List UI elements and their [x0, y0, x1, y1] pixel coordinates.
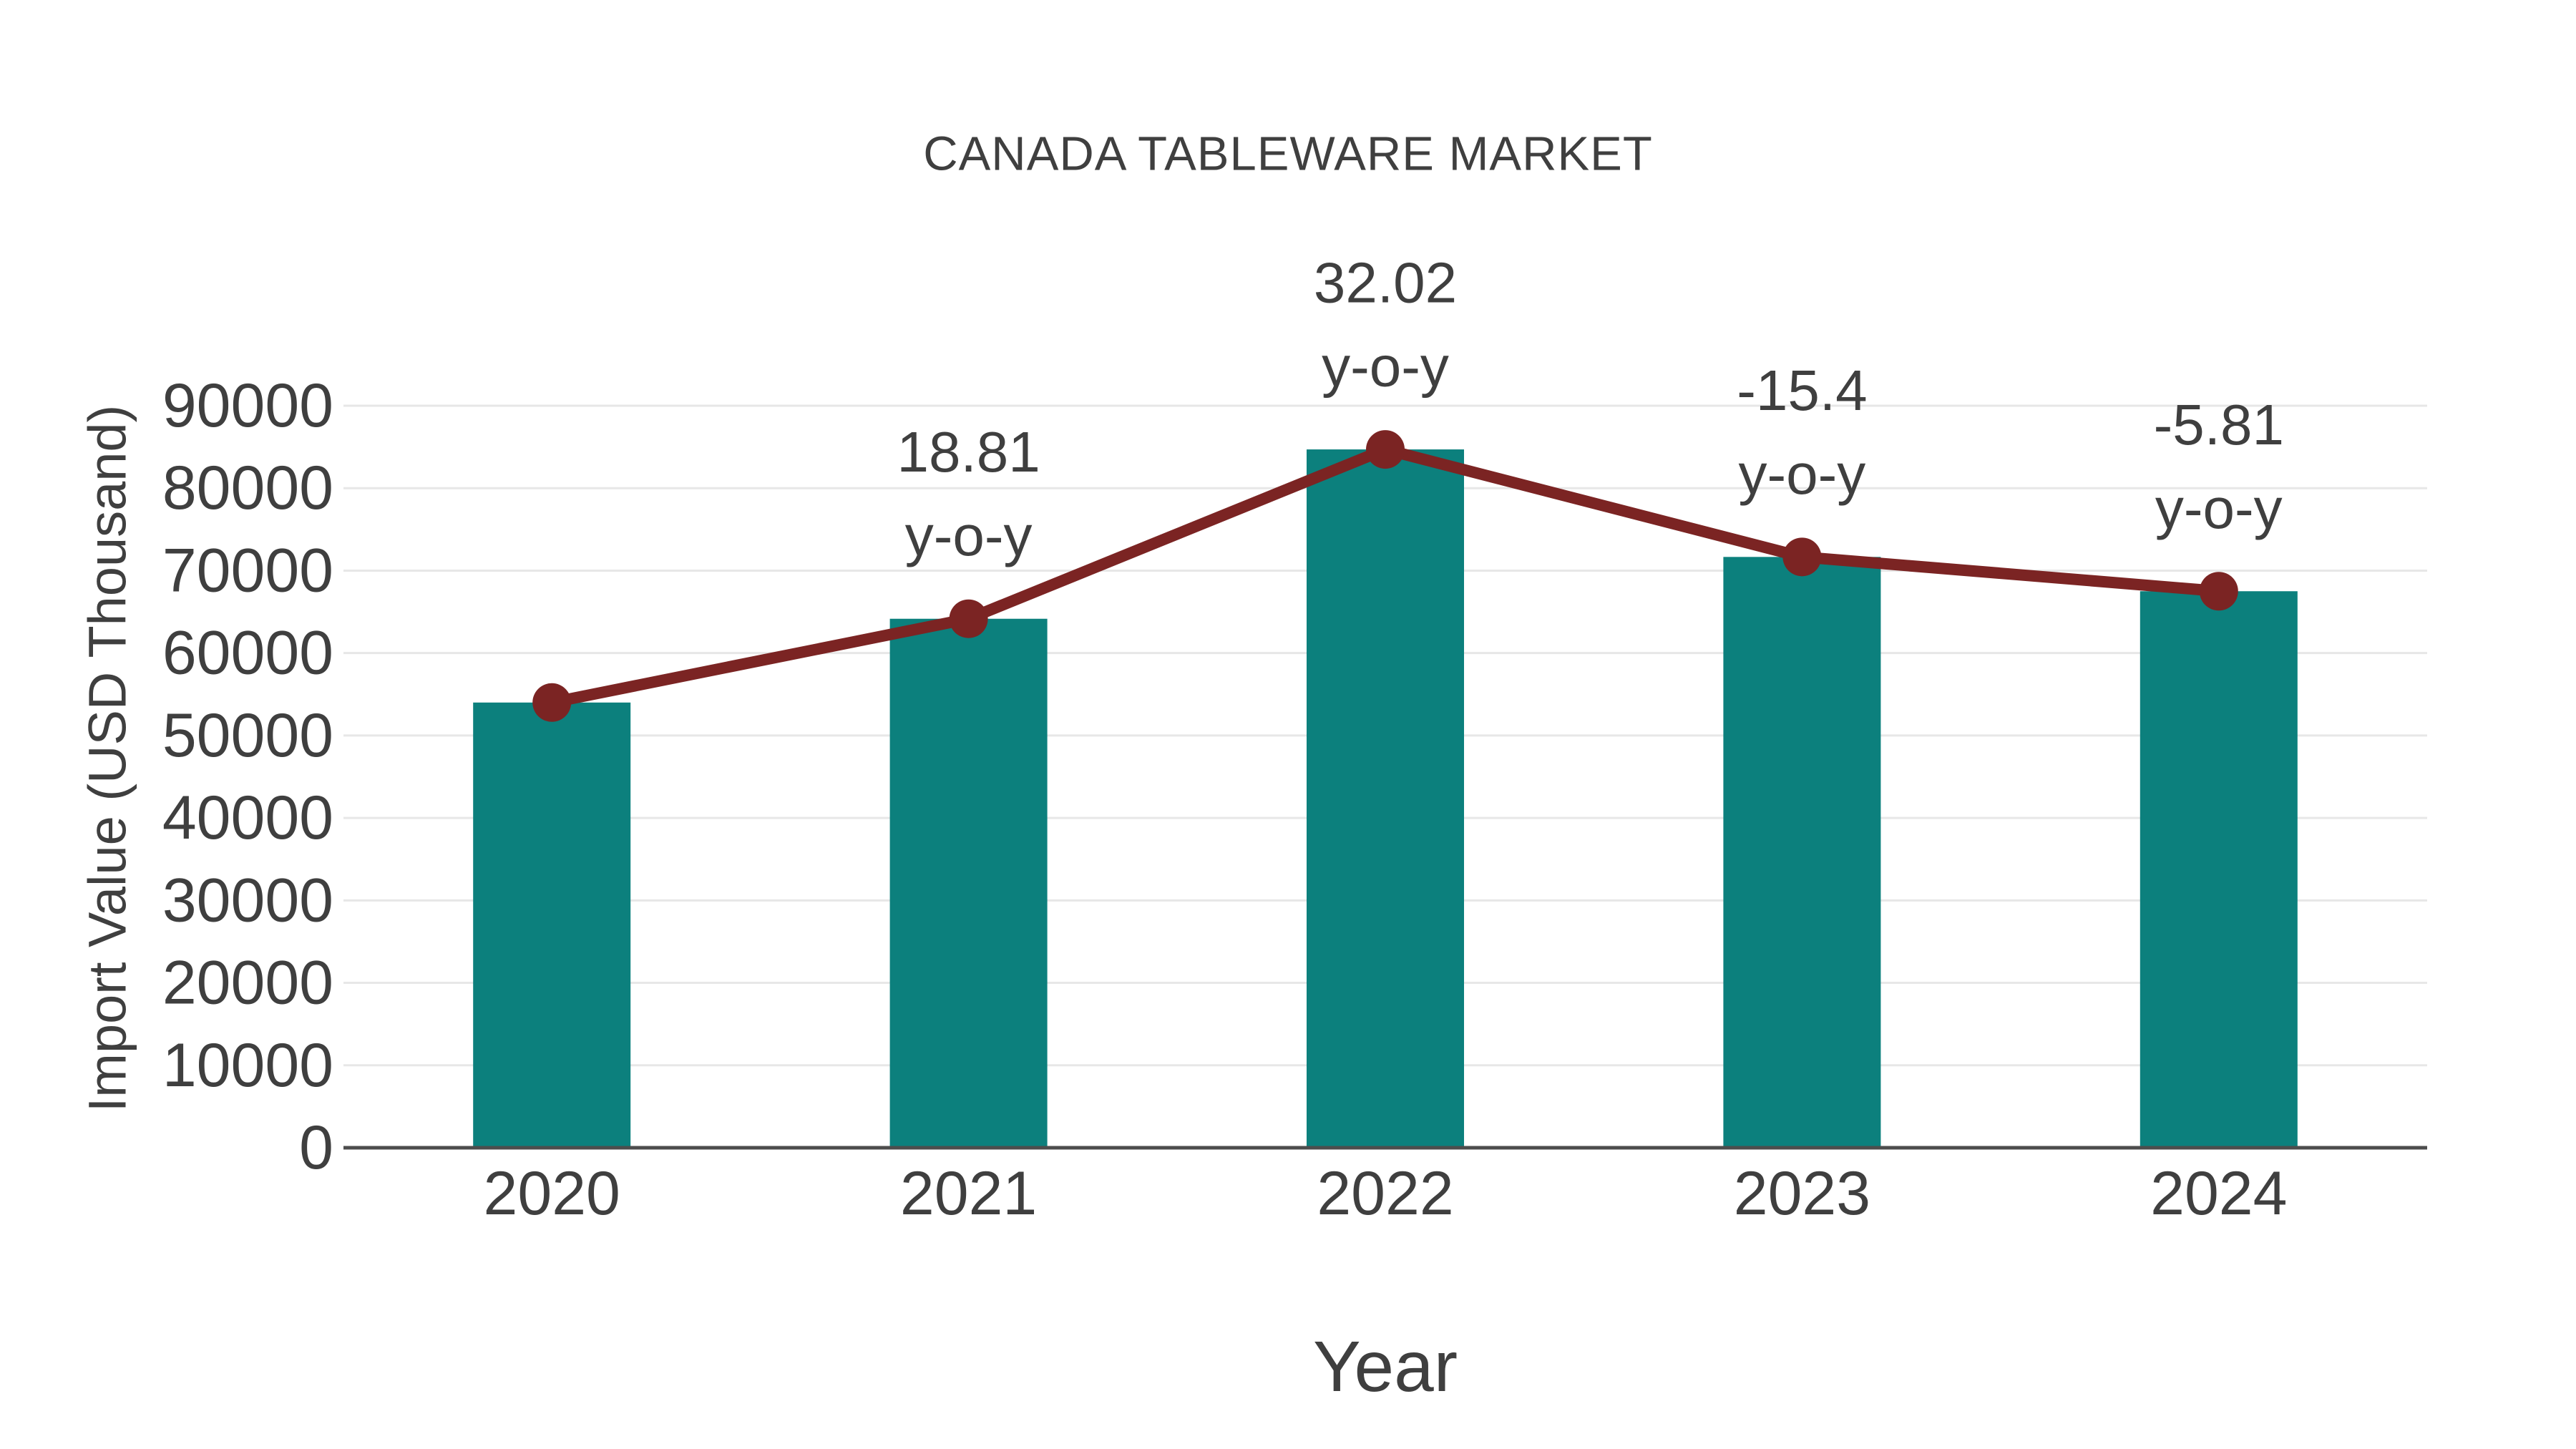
trend-marker [532, 683, 572, 722]
bar [1307, 449, 1464, 1148]
y-tick-label: 40000 [162, 784, 333, 852]
bar [1723, 557, 1881, 1148]
y-tick-label: 50000 [162, 701, 333, 770]
bar [473, 702, 631, 1148]
x-tick-labels-layer: 2020 2021 2022 2023 2024 [484, 1159, 2288, 1228]
yoy-value-label: -15.4 [1737, 358, 1867, 422]
annotations-layer: 18.81 y-o-y 32.02 y-o-y -15.4 y-o-y -5.81 y-o-y [897, 251, 2283, 568]
y-tick-labels-layer: 0 10000 20000 30000 40000 50000 60000 70000 8000… [162, 371, 333, 1182]
yoy-value-label: 32.02 [1314, 251, 1457, 315]
x-tick-label: 2021 [900, 1159, 1037, 1228]
trend-marker [1366, 430, 1405, 469]
trend-marker [1782, 537, 1822, 577]
chart-title: CANADA TABLEWARE MARKET [923, 127, 1653, 181]
x-tick-label: 2023 [1734, 1159, 1870, 1228]
y-tick-label: 20000 [162, 949, 333, 1018]
yoy-suffix-label: y-o-y [1739, 442, 1866, 506]
y-axis-title: Import Value (USD Thousand) [78, 405, 137, 1113]
trend-line-layer [532, 430, 2238, 722]
y-tick-label: 90000 [162, 371, 333, 440]
yoy-suffix-label: y-o-y [905, 504, 1033, 567]
x-axis-title: Year [1313, 1327, 1458, 1407]
y-tick-label: 30000 [162, 866, 333, 935]
x-tick-label: 2022 [1317, 1159, 1453, 1228]
yoy-suffix-label: y-o-y [2155, 477, 2283, 540]
x-tick-label: 2020 [484, 1159, 620, 1228]
bar [2140, 591, 2298, 1148]
yoy-value-label: 18.81 [897, 420, 1040, 484]
trend-marker [2199, 572, 2238, 611]
y-tick-label: 80000 [162, 454, 333, 522]
x-tick-label: 2024 [2150, 1159, 2287, 1228]
y-tick-label: 70000 [162, 536, 333, 605]
y-tick-label: 0 [299, 1113, 333, 1182]
yoy-value-label: -5.81 [2154, 393, 2284, 457]
bar [889, 618, 1048, 1148]
y-tick-label: 10000 [162, 1031, 333, 1100]
trend-marker [949, 599, 988, 638]
bars-layer [473, 449, 2298, 1148]
yoy-suffix-label: y-o-y [1322, 335, 1449, 399]
y-tick-label: 60000 [162, 619, 333, 688]
